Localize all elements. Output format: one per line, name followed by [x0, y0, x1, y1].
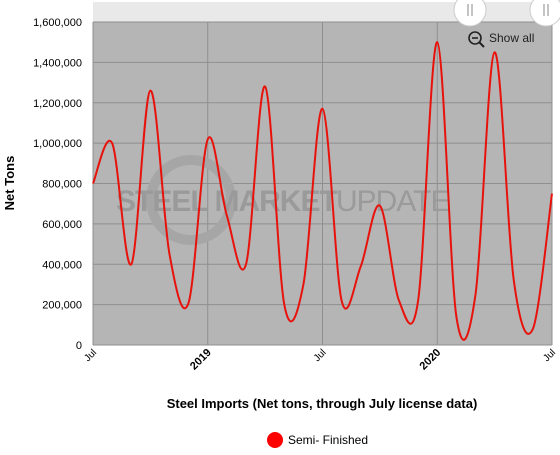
legend-marker — [267, 432, 283, 448]
x-axis-ticks: Jul 2019 Jul 2020 Jul — [82, 347, 558, 373]
y-tick-label: 400,000 — [42, 259, 82, 271]
data-point[interactable] — [452, 313, 460, 321]
y-tick-label: 200,000 — [42, 300, 82, 312]
data-point[interactable] — [204, 135, 212, 143]
data-point[interactable] — [89, 180, 97, 188]
range-handle-left[interactable] — [453, 0, 487, 27]
legend: Semi- Finished — [267, 432, 368, 448]
watermark-text-light: UPDATE — [336, 185, 449, 218]
x-axis-title: Steel Imports (Net tons, through July li… — [167, 396, 478, 411]
data-point[interactable] — [510, 276, 518, 284]
x-tick-label: Jul — [541, 347, 558, 364]
y-axis-ticks: 0 200,000 400,000 600,000 800,000 1,000,000 1,… — [33, 17, 82, 352]
data-point[interactable] — [261, 83, 269, 91]
data-point[interactable] — [166, 250, 174, 258]
y-tick-label: 1,400,000 — [33, 57, 82, 69]
x-tick-label: Jul — [82, 347, 99, 364]
data-point[interactable] — [529, 325, 537, 333]
data-point[interactable] — [185, 299, 193, 307]
data-point[interactable] — [223, 212, 231, 220]
data-point[interactable] — [146, 87, 154, 95]
data-point[interactable] — [491, 48, 499, 56]
data-point[interactable] — [376, 202, 384, 210]
y-tick-label: 0 — [76, 340, 82, 352]
y-tick-label: 600,000 — [42, 219, 82, 231]
y-tick-label: 1,200,000 — [33, 98, 82, 110]
data-point[interactable] — [280, 301, 288, 309]
x-tick-label: 2019 — [188, 347, 214, 373]
data-point[interactable] — [472, 291, 480, 299]
data-point[interactable] — [414, 297, 422, 305]
y-tick-label: 1,600,000 — [33, 17, 82, 29]
y-axis-title: Net Tons — [2, 156, 17, 211]
data-point[interactable] — [299, 280, 307, 288]
data-point[interactable] — [338, 297, 346, 305]
series-layer — [89, 38, 556, 341]
data-point[interactable] — [242, 260, 250, 268]
series-line-semi-finished[interactable] — [92, 41, 553, 341]
legend-item[interactable]: Semi- Finished — [267, 432, 368, 448]
watermark: STEEL MARKET UPDATE — [116, 155, 450, 245]
y-tick-label: 1,000,000 — [33, 138, 82, 150]
data-point[interactable] — [357, 262, 365, 270]
data-point[interactable] — [127, 260, 135, 268]
data-point[interactable] — [319, 105, 327, 113]
show-all-label: Show all — [489, 31, 534, 45]
data-point[interactable] — [395, 297, 403, 305]
data-point[interactable] — [548, 190, 556, 198]
watermark-text-bold: STEEL MARKET — [116, 185, 337, 218]
range-handle-right[interactable] — [529, 0, 560, 27]
watermark-logo — [146, 155, 236, 245]
x-tick-label: Jul — [312, 347, 329, 364]
legend-label: Semi- Finished — [288, 433, 368, 447]
zoom-out-icon — [468, 31, 485, 48]
data-point[interactable] — [108, 139, 116, 147]
show-all-button[interactable]: Show all — [468, 31, 534, 48]
x-tick-label: 2020 — [418, 347, 444, 373]
navigator-bar[interactable] — [93, 2, 552, 22]
y-tick-label: 800,000 — [42, 179, 82, 191]
data-point[interactable] — [433, 38, 441, 46]
